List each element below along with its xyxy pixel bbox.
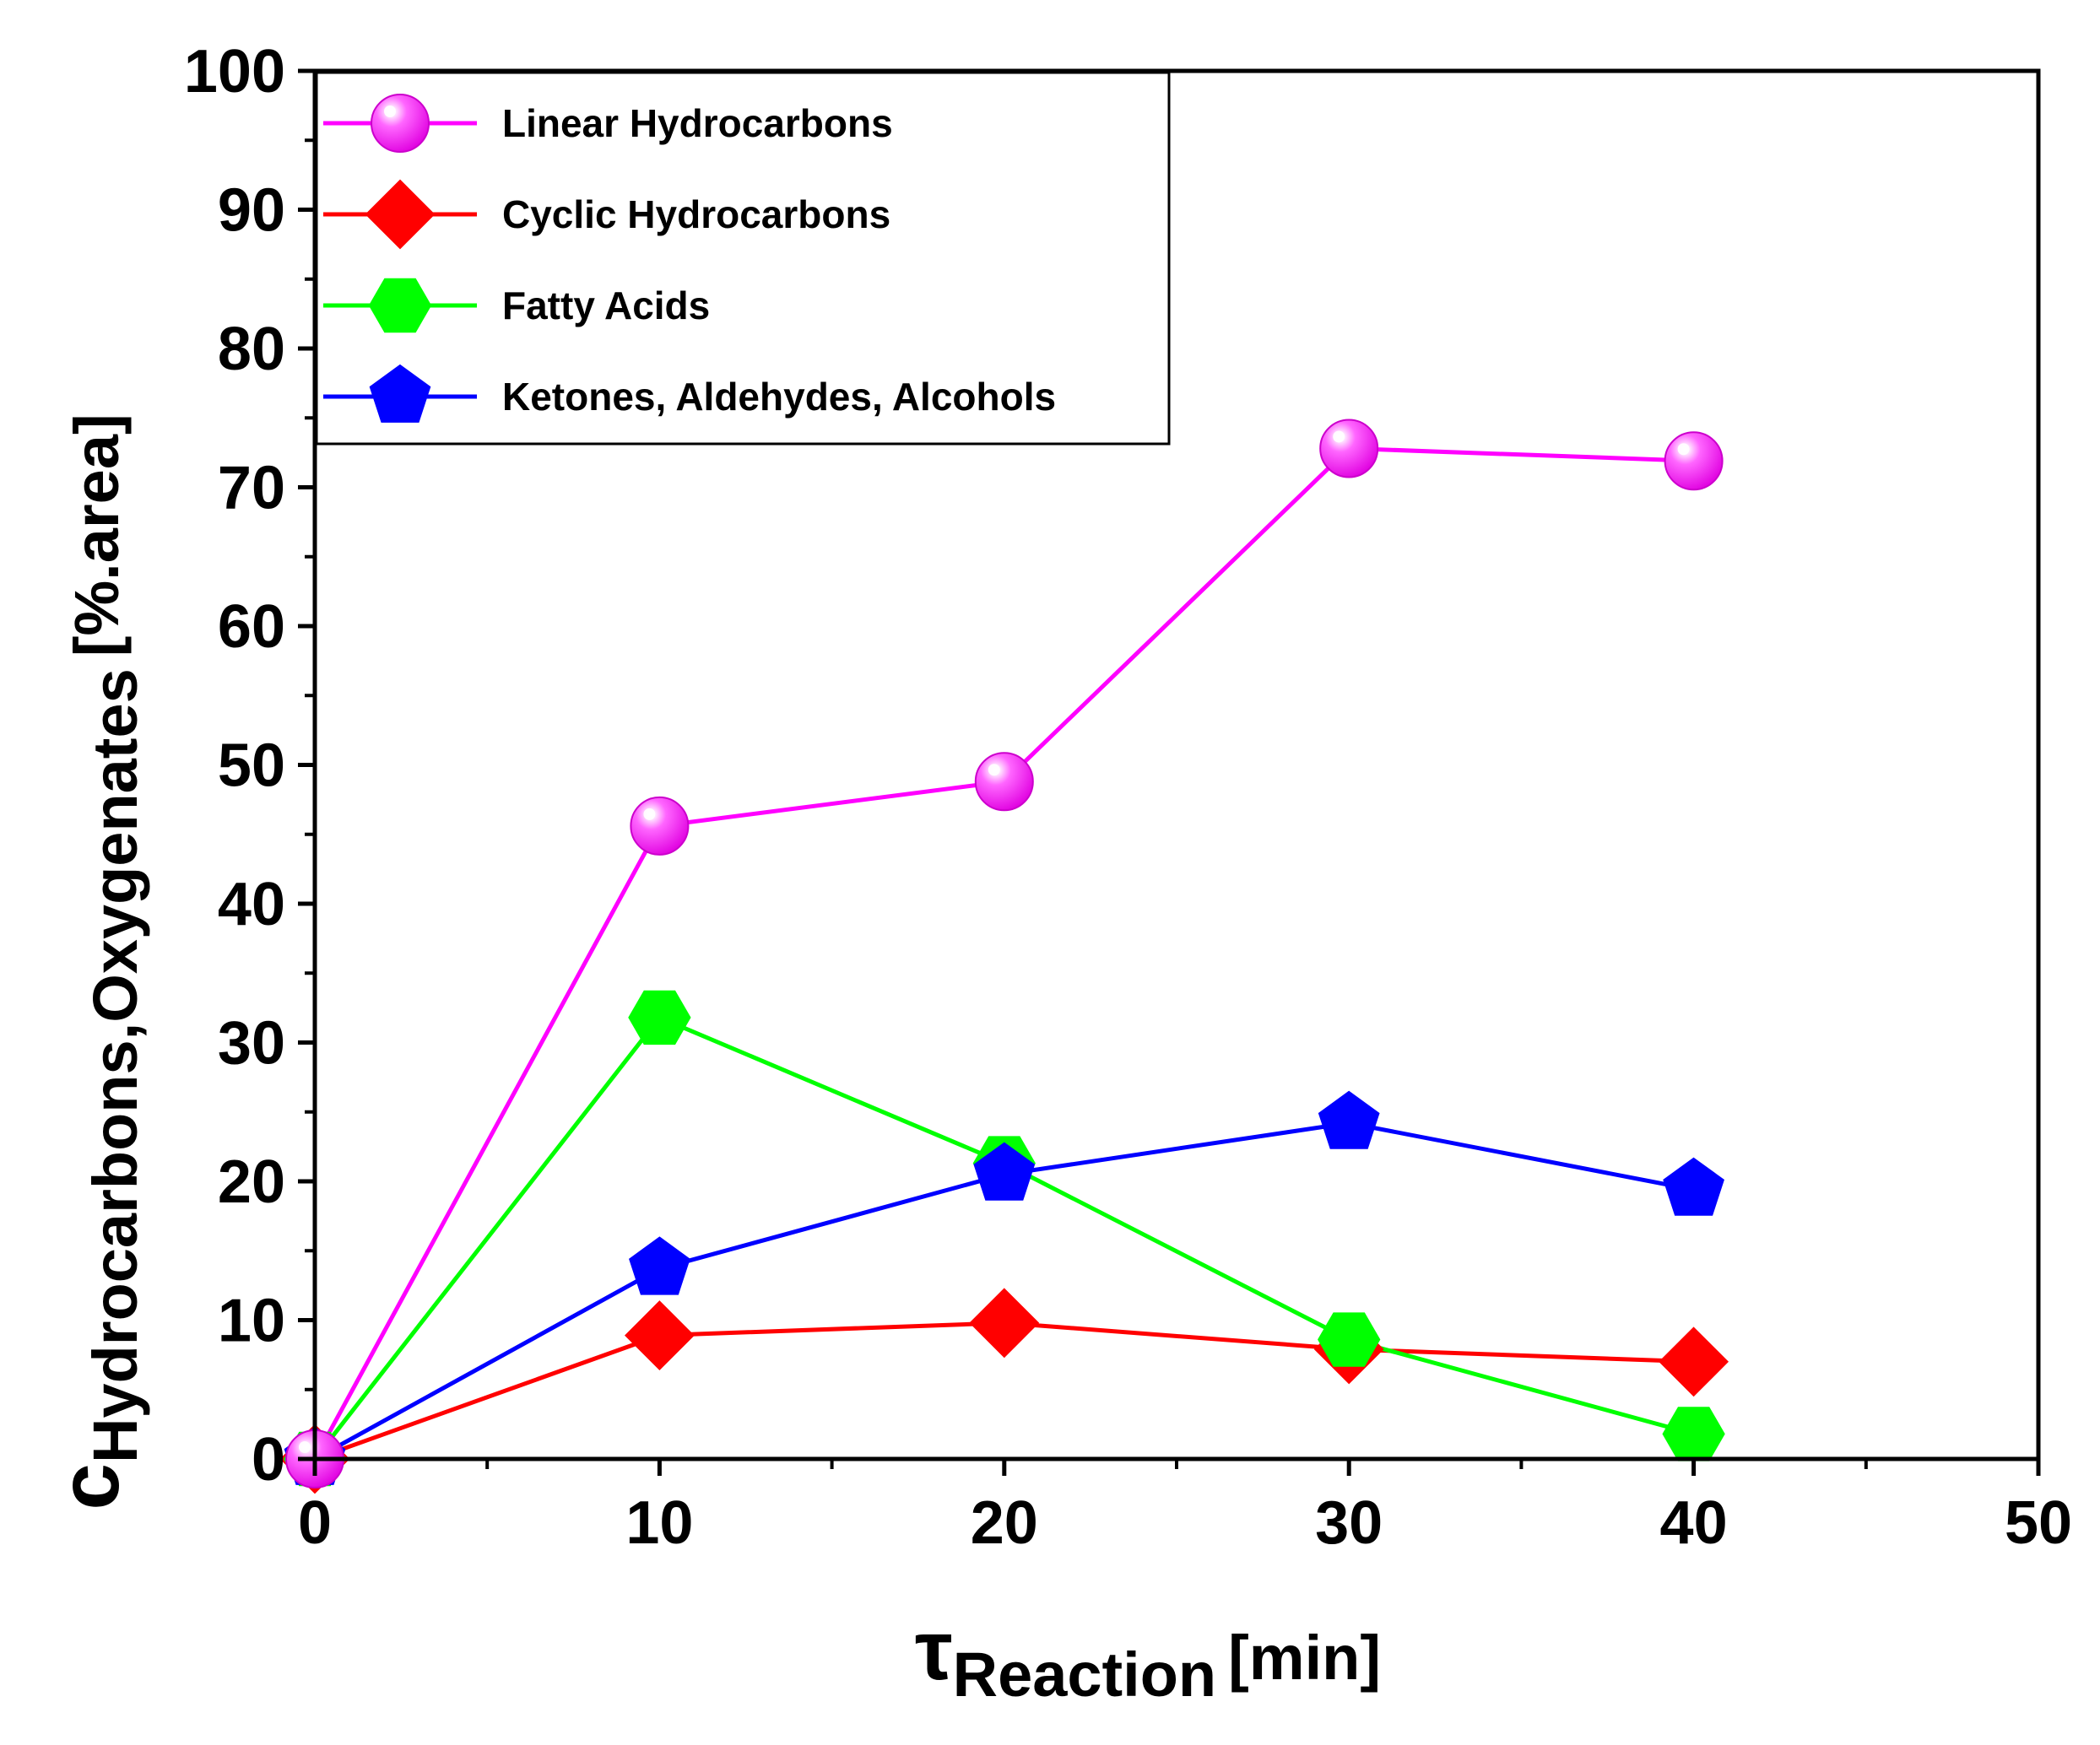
y-tick-label: 40: [218, 871, 285, 938]
data-point: [969, 1288, 1040, 1359]
y-tick-label: 0: [252, 1426, 285, 1494]
legend: Linear Hydrocarbons Cyclic Hydrocarbons Fa…: [315, 71, 1171, 446]
x-axis-title-main: τ: [915, 1603, 953, 1698]
x-tick-label: 20: [971, 1489, 1038, 1557]
series-layer: [279, 419, 1729, 1494]
y-tick-label: 50: [218, 732, 285, 800]
legend-box: [315, 71, 1171, 446]
legend-label: Linear Hydrocarbons: [502, 101, 893, 145]
legend-marker: [365, 179, 436, 250]
data-point: [974, 752, 1034, 812]
y-tick-label: 60: [218, 593, 285, 661]
legend-label: Ketones, Aldehydes, Alcohols: [502, 375, 1056, 419]
y-tick-label: 80: [218, 316, 285, 383]
data-point: [973, 1142, 1036, 1201]
data-point: [624, 1300, 695, 1371]
y-axis-title-unit: [%.area]: [62, 413, 132, 656]
y-tick-label: 10: [218, 1288, 285, 1355]
legend-label: Fatty Acids: [502, 284, 710, 327]
x-tick-label: 50: [2005, 1489, 2072, 1557]
data-point: [1663, 1157, 1724, 1216]
data-point: [630, 796, 690, 856]
data-point: [1662, 1407, 1725, 1461]
data-point: [1318, 1090, 1380, 1149]
x-axis-title: τReaction [min]: [915, 1603, 1381, 1710]
y-axis-title-main: c: [42, 1463, 137, 1510]
data-point: [1319, 419, 1379, 478]
x-axis-title-subscript: Reaction: [953, 1640, 1217, 1710]
x-tick-label: 0: [298, 1489, 332, 1557]
y-axis-title-subscript: Hydrocarbons,Oxygenates: [80, 668, 150, 1463]
y-tick-label: 100: [184, 38, 285, 105]
y-axis-title: cHydrocarbons,Oxygenates [%.area]: [42, 413, 150, 1510]
y-axis: 0 10 20 30 40 50 60 70 80 90 100: [184, 38, 315, 1494]
y-tick-label: 70: [218, 455, 285, 522]
data-point: [628, 990, 691, 1045]
legend-marker: [369, 364, 431, 423]
data-point: [1664, 431, 1724, 491]
y-tick-label: 30: [218, 1010, 285, 1078]
x-tick-label: 40: [1660, 1489, 1728, 1557]
data-point: [1659, 1326, 1729, 1397]
x-tick-label: 30: [1315, 1489, 1383, 1557]
x-axis-title-unit: [min]: [1228, 1623, 1381, 1693]
x-tick-label: 10: [625, 1489, 693, 1557]
legend-label: Cyclic Hydrocarbons: [502, 192, 890, 236]
x-axis: 0 10 20 30 40 50: [298, 1459, 2072, 1557]
y-tick-label: 90: [218, 177, 285, 245]
legend-marker: [368, 278, 432, 333]
data-point: [1318, 1312, 1381, 1367]
data-point: [629, 1236, 690, 1295]
y-tick-label: 20: [218, 1148, 285, 1216]
legend-marker: [371, 94, 430, 153]
series-line: [313, 1014, 1695, 1461]
